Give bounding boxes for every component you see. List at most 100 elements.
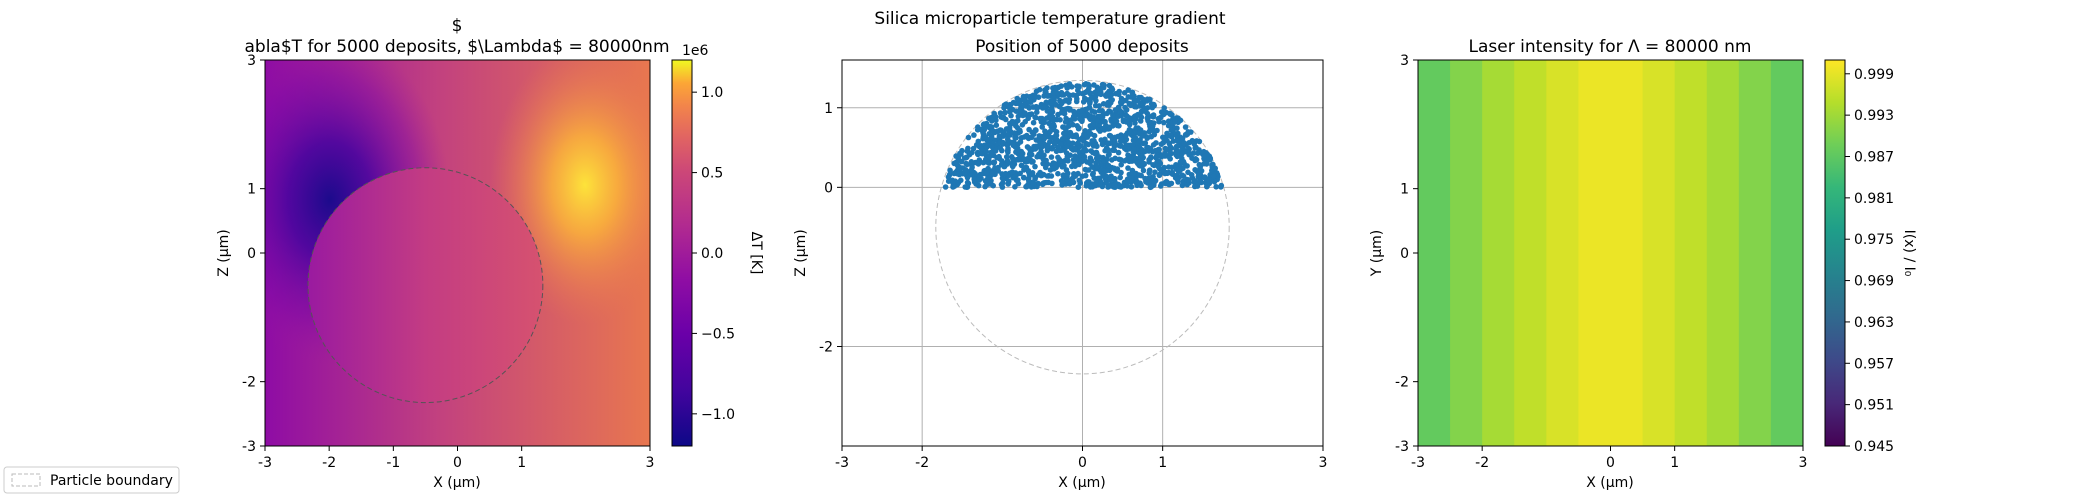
deposit-point [1150, 142, 1157, 148]
deposit-point [1013, 108, 1019, 114]
x-tick-label: -2 [1475, 455, 1489, 471]
deposit-point [1032, 174, 1039, 181]
panel2-ylabel: Z (μm) [793, 229, 809, 277]
deposit-point [1156, 158, 1162, 165]
colorbar-tick-label: 0.0 [701, 246, 723, 262]
deposit-point [1106, 132, 1113, 139]
deposit-point [1121, 145, 1128, 152]
deposit-point [1086, 179, 1092, 185]
deposit-point [1156, 172, 1163, 179]
deposit-point [990, 182, 996, 189]
deposit-point [1081, 131, 1087, 138]
deposit-point [986, 131, 992, 137]
deposit-point [1134, 179, 1140, 185]
temperature-gradient-panel: $ abla$T for 5000 deposits, $\Lambda$ = … [216, 16, 764, 491]
deposit-point [1028, 111, 1035, 117]
deposit-point [1063, 167, 1070, 173]
deposit-point [988, 170, 995, 177]
deposit-point [1002, 109, 1008, 116]
deposit-point [963, 160, 969, 167]
legend-label: Particle boundary [50, 473, 173, 489]
deposit-point [1137, 100, 1144, 107]
deposit-point [1118, 137, 1125, 143]
deposit-point [1126, 146, 1132, 152]
deposit-point [1121, 90, 1128, 96]
x-tick-label: 0 [1078, 455, 1087, 471]
deposit-point [1017, 139, 1024, 145]
deposit-point [983, 170, 990, 176]
laser-intensity-panel: Laser intensity for Λ = 80000 nm -3 -2 0 1 3… [1369, 37, 1917, 491]
deposit-point [973, 142, 980, 148]
deposit-point [1193, 157, 1200, 163]
deposit-point [1032, 163, 1038, 170]
deposit-point [1173, 162, 1179, 168]
deposit-point [1055, 170, 1061, 177]
x-tick-label: 1 [517, 455, 526, 471]
x-tick-label: -2 [915, 455, 929, 471]
deposit-point [1093, 97, 1099, 104]
deposit-point [1111, 147, 1118, 154]
deposit-point [994, 129, 1001, 135]
deposit-point [997, 145, 1003, 151]
deposit-point [1112, 155, 1118, 162]
panel2-xlabel: X (μm) [1058, 475, 1106, 491]
deposit-point [1015, 180, 1022, 187]
x-tick-label: 0 [1606, 455, 1615, 471]
deposit-point [962, 184, 968, 190]
deposit-point [1080, 137, 1087, 144]
deposit-point [1050, 89, 1057, 96]
deposit-point [1061, 124, 1068, 131]
deposit-point [1026, 126, 1032, 133]
deposit-point [982, 134, 989, 140]
deposit-point [1096, 103, 1102, 109]
particle-interior [307, 167, 543, 403]
deposit-point [1117, 99, 1124, 106]
deposit-point [1062, 135, 1068, 141]
deposit-point [1105, 162, 1112, 169]
deposit-point [977, 171, 984, 178]
deposit-point [968, 159, 975, 165]
deposit-point [1188, 172, 1195, 178]
deposit-point [1089, 164, 1095, 170]
deposit-point [1007, 108, 1013, 115]
deposit-point [1125, 94, 1132, 100]
deposit-point [1041, 135, 1047, 142]
deposit-point [1206, 156, 1212, 162]
deposit-point [1059, 92, 1065, 98]
deposit-point [1072, 145, 1078, 152]
deposit-point [1131, 146, 1137, 152]
deposit-point [1011, 130, 1018, 136]
deposit-point [1043, 157, 1049, 164]
y-tick-label: -3 [1395, 439, 1409, 455]
deposit-point [1012, 134, 1018, 141]
deposit-point [1111, 117, 1117, 123]
deposit-point [1198, 179, 1204, 186]
deposit-point [1094, 163, 1101, 170]
deposit-point [1134, 111, 1141, 118]
deposit-point [1167, 110, 1173, 117]
panel2-y-ticks: -2 0 1 [819, 101, 842, 356]
deposit-point [1029, 134, 1035, 141]
deposit-point [1095, 158, 1102, 164]
deposit-point [1167, 150, 1174, 156]
panel1-xlabel: X (μm) [433, 475, 481, 491]
deposit-point [1152, 148, 1158, 154]
deposit-point [1025, 168, 1032, 174]
deposit-point [1090, 121, 1096, 127]
deposit-point [1142, 97, 1148, 104]
deposit-point [1076, 177, 1083, 184]
deposit-point [1020, 174, 1027, 181]
deposit-point [1136, 162, 1142, 169]
x-tick-label: 3 [1799, 455, 1808, 471]
deposit-point [1186, 140, 1192, 146]
deposit-point [1132, 134, 1139, 141]
deposit-point [1065, 158, 1071, 164]
deposit-point [1177, 159, 1184, 165]
deposit-point [1112, 107, 1119, 113]
deposit-point [1017, 170, 1023, 177]
panel1-colorbar-offset: 1e6 [682, 43, 709, 59]
deposit-point [1182, 124, 1189, 130]
colorbar-tick-label: 0.963 [1854, 315, 1894, 331]
deposit-point [1037, 140, 1043, 146]
